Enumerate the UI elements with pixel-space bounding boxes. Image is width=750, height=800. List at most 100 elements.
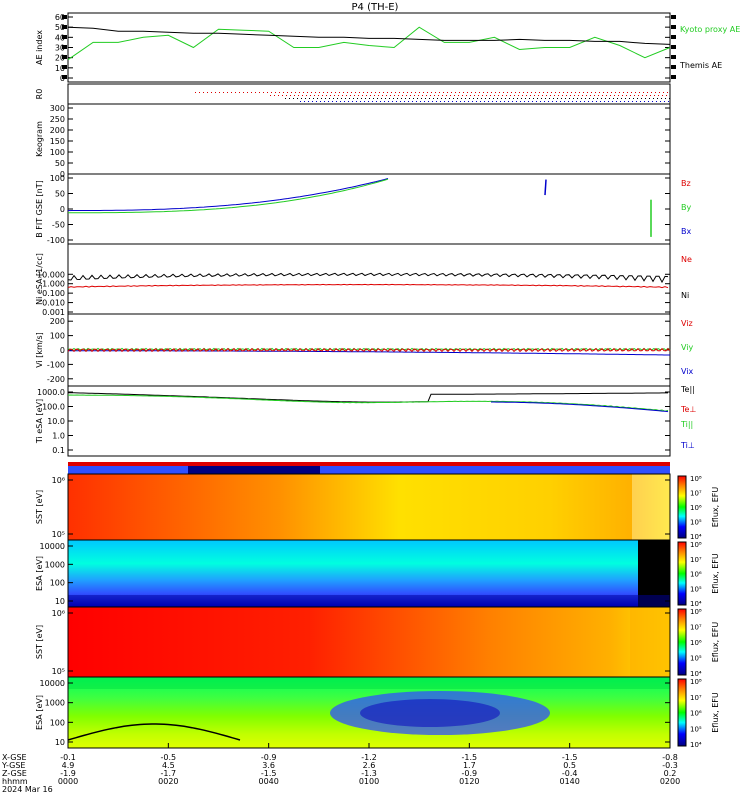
r0-dot	[304, 101, 305, 102]
r0-dot	[267, 92, 268, 93]
r0-dot	[574, 95, 575, 96]
r0-dot	[592, 101, 593, 102]
y-tick-label: 1000.0	[37, 388, 65, 397]
r0-dot	[560, 101, 561, 102]
r0-dot	[544, 101, 545, 102]
r0-dot	[400, 101, 401, 102]
r0-dot	[609, 98, 610, 99]
sst-edge	[632, 474, 670, 540]
r0-dot	[295, 92, 296, 93]
r0-dot	[343, 92, 344, 93]
r0-dot	[199, 92, 200, 93]
r0-dot	[443, 92, 444, 93]
r0-dot	[491, 92, 492, 93]
r0-dot	[436, 101, 437, 102]
r0-dot	[384, 101, 385, 102]
r0-dot	[403, 92, 404, 93]
r0-dot	[263, 92, 264, 93]
r0-dot	[513, 98, 514, 99]
r0-dot	[418, 95, 419, 96]
r0-dot	[648, 101, 649, 102]
r0-dot	[660, 101, 661, 102]
ae-series-line-0	[67, 26, 671, 61]
bx-spike	[544, 179, 547, 196]
y-tick-label: 0.1	[52, 446, 65, 455]
r0-dot	[342, 95, 343, 96]
colorbar-tick-label: 10⁴	[690, 600, 702, 608]
legend-v-0: Viz	[681, 319, 693, 328]
y-tick-label: 0.100	[42, 289, 65, 298]
ae-series-line-1	[67, 26, 671, 45]
r0-dot	[481, 98, 482, 99]
r0-dot	[386, 95, 387, 96]
r0-dot	[291, 92, 292, 93]
r0-dot	[431, 92, 432, 93]
r0-dot	[520, 101, 521, 102]
r0-dot	[369, 98, 370, 99]
r0-dot	[523, 92, 524, 93]
r0-dot	[278, 95, 279, 96]
x-tick-ygse: 0.5	[563, 761, 576, 770]
x-tick-zgse: -0.9	[462, 769, 478, 778]
r0-dot	[287, 92, 288, 93]
r0-dot	[319, 92, 320, 93]
r0-dot	[561, 98, 562, 99]
tperp-line	[491, 401, 669, 413]
legend-b-0: Bz	[681, 179, 691, 188]
ti-line	[67, 394, 669, 412]
r0-dot	[444, 101, 445, 102]
r0-dot	[427, 92, 428, 93]
axis-mark	[671, 75, 676, 79]
r0-dot	[583, 92, 584, 93]
r0-dot	[463, 92, 464, 93]
colorbar-tick-label: 10⁶	[690, 639, 702, 647]
y-tick-label: 0.001	[42, 308, 65, 317]
status-bar-dark	[188, 466, 320, 474]
r0-dot	[451, 92, 452, 93]
r0-dot	[575, 92, 576, 93]
r0-dot	[597, 98, 598, 99]
axis-mark	[62, 35, 67, 39]
r0-dot	[620, 101, 621, 102]
r0-dot	[631, 92, 632, 93]
colorbar-tick-label: 10⁸	[690, 541, 702, 549]
r0-dot	[576, 101, 577, 102]
axis-mark	[62, 15, 67, 19]
r0-dot	[562, 95, 563, 96]
r0-dot	[363, 92, 364, 93]
r0-dot	[471, 92, 472, 93]
r0-dot	[303, 92, 304, 93]
r0-dot	[459, 92, 460, 93]
colorbar-tick-label: 10⁸	[690, 475, 702, 483]
r0-dot	[219, 92, 220, 93]
r0-dot	[339, 92, 340, 93]
r0-dot	[614, 95, 615, 96]
r0-dot	[563, 92, 564, 93]
r0-dot	[509, 98, 510, 99]
r0-dot	[394, 95, 395, 96]
r0-dot	[596, 101, 597, 102]
r0-dot	[414, 95, 415, 96]
r0-dot	[310, 95, 311, 96]
r0-dot	[646, 95, 647, 96]
r0-dot	[385, 98, 386, 99]
r0-dot	[401, 98, 402, 99]
r0-dot	[453, 98, 454, 99]
r0-dot	[475, 92, 476, 93]
r0-dot	[502, 95, 503, 96]
y-tick-label: 150	[50, 137, 65, 146]
r0-dot	[430, 95, 431, 96]
x-tick-xgse: -0.8	[662, 753, 678, 762]
y-tick-label: 10	[55, 64, 65, 73]
r0-dot	[271, 92, 272, 93]
r0-dot	[323, 92, 324, 93]
y-tick-label: 10⁵	[52, 667, 65, 676]
r0-dot	[536, 101, 537, 102]
r0-dot	[318, 95, 319, 96]
r0-dot	[322, 95, 323, 96]
y-axis-label: Ti eSA [eV]	[35, 399, 44, 444]
r0-dot	[412, 101, 413, 102]
r0-dot	[308, 101, 309, 102]
r0-dot	[664, 101, 665, 102]
r0-dot	[564, 101, 565, 102]
